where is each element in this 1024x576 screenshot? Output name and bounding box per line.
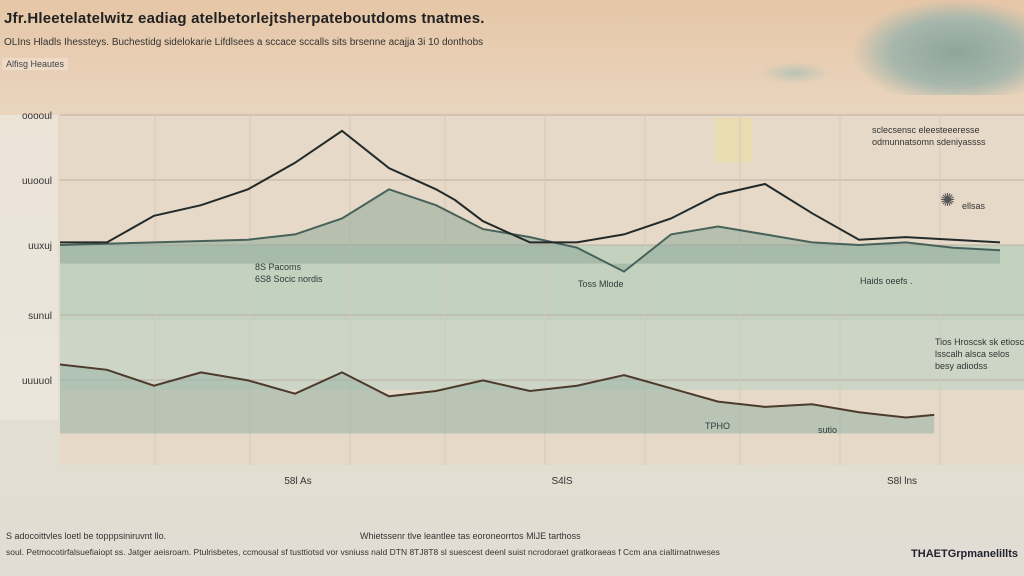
series-1-line <box>60 129 1001 244</box>
note-right-mid: Tios Hroscsk sk etiosc lsscalh alsca sel… <box>935 337 1024 371</box>
left-rail <box>0 115 58 420</box>
y-tick-label: uuuuol <box>22 376 52 387</box>
series-2-area <box>60 189 1000 272</box>
chart-title: Jfr.Hleetelatelwitz eadiag atelbetorlejt… <box>4 10 485 27</box>
small-cloud-decoration <box>760 62 830 84</box>
series-3-area <box>60 364 935 434</box>
sun-label: ellsas <box>962 201 986 211</box>
y-tick-label: uuooul <box>22 176 52 187</box>
y-tick-label: sunul <box>28 311 52 322</box>
legend-swatch <box>716 118 752 162</box>
annotation-1: 8S Pacoms <box>255 262 302 272</box>
footer-note-2: Whietssenr tlve leantlee tas eoroneorrto… <box>360 531 581 541</box>
annotation-3: Toss Mlode <box>578 279 624 289</box>
annotation-6: sutio <box>818 425 837 435</box>
x-tick-label: S4lS <box>551 476 572 487</box>
series-3-line <box>59 363 935 419</box>
cloud-decoration <box>854 0 1024 95</box>
brand-label: THAETGrpmanelillts <box>911 548 1018 560</box>
x-tick-labels: 58l As S4lS S8l lns <box>284 476 917 487</box>
annotation-4: Haids oeefs . <box>860 276 913 286</box>
footer-note-1: S adocoittvles loetl be topppsiniruvnt l… <box>6 531 167 541</box>
footer-note-3: soul. Petmocotirfalsuefiaiopt ss. Jatger… <box>6 547 720 557</box>
tag-label: Alfisg Heautes <box>2 58 69 70</box>
x-tick-label: 58l As <box>284 476 311 487</box>
sun-icon: ✺ <box>940 190 956 210</box>
chart-subtitle: OLIns Hladls Ihessteys. Buchestidg sidel… <box>4 37 484 48</box>
series-2-line <box>59 188 1001 273</box>
y-tick-label: ooooul <box>22 111 52 122</box>
x-tick-label: S8l lns <box>887 476 917 487</box>
annotation-5: TPHO <box>705 421 730 431</box>
annotation-2: 6S8 Socic nordis <box>255 274 323 284</box>
y-tick-label: uuxuj <box>28 241 52 252</box>
chart-canvas: ooooul uuooul uuxuj sunul uuuuol 58l As S4lS S… <box>0 111 1024 487</box>
y-tick-labels: ooooul uuooul uuxuj sunul uuuuol <box>22 111 52 387</box>
note-right-top: sclecsensc eleesteeeresse odmunnatsomn s… <box>872 125 986 147</box>
